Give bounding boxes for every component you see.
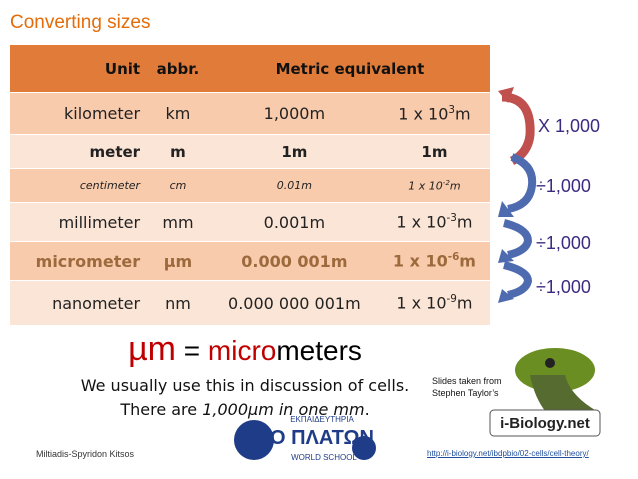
table-row: meter m 1m 1m [10,134,490,169]
arrowhead [498,87,514,103]
header-cell: Unit [10,45,147,93]
header-cell: abbr. [146,45,210,93]
scientific-cell: 1 x 103m [378,92,490,135]
equals: = [183,335,201,366]
table-row: kilometer km 1,000m 1 x 103m [10,92,490,135]
abbr-cell: m [146,134,210,169]
sci-base: 1 x 10 [396,212,447,232]
scientific-cell: 1 x 10-3m [378,202,490,242]
abbr-cell: nm [146,280,210,326]
school-name: Ο ΠΛΑΤΩΝ [270,427,374,449]
arrow-up [501,92,535,166]
unit-cell: micrometer [10,241,147,281]
arrows [498,87,537,303]
table-row: micrometer µm 0.000 001m 1 x 10-6m [10,241,490,281]
lizard-logo: i-Biology.net [489,348,601,437]
sci-unit: m [455,104,471,124]
rest: meters [276,335,362,366]
header-row: Unit abbr. Metric equivalent [10,45,490,93]
sci-unit: m [456,212,473,232]
decimal-cell: 1,000m [209,92,379,135]
url[interactable]: http://i-biology.net/ibdpbio/02-cells/ce… [427,449,589,458]
table-row: nanometer nm 0.000 000 001m 1 x 10-9m [10,280,490,326]
sci-base: 1 x 10 [398,104,449,124]
arrow-label: ÷1,000 [536,176,591,196]
ib-emblem [352,436,376,460]
abbr-cell: µm [146,241,210,281]
table-row: millimeter mm 0.001m 1 x 10-3m [10,202,490,242]
header-cell: Metric equivalent [209,45,490,93]
emphasis: 1,000µm in one mm [202,400,365,419]
sci-base: 1m [421,142,448,161]
author: Miltiadis-Spyridon Kitsos [36,449,135,459]
arrow-down [502,219,533,259]
sci-exponent: -2 [442,178,450,188]
abbr-cell: cm [146,168,210,203]
symbol: µm [128,330,176,368]
credit: Stephen Taylor’s [432,388,499,398]
abbr-cell: mm [146,202,210,242]
text: . [364,400,370,419]
logo-box [489,409,601,437]
arrow-label: X 1,000 [538,116,601,136]
conversion-table: Unit abbr. Metric equivalent kilometer km… [10,45,490,326]
sci-exponent: -6 [447,251,460,264]
definition: µm = micrometers [0,330,490,369]
credit: Slides taken from [432,376,502,386]
sci-unit: m [459,251,476,271]
scientific-cell: 1 x 10-9m [378,280,490,326]
school-top: ΕΚΠΑΙΔΕΥΤΗΡΙΑ [290,415,354,424]
arrow-label: ÷1,000 [536,277,591,297]
note: We usually use this in discussion of cel… [80,376,410,395]
decimal-cell: 0.000 001m [209,241,379,281]
school-bottom: WORLD SCHOOL [291,453,357,462]
arrowhead [498,249,514,263]
sci-base: 1 x 10 [396,293,447,313]
arrowhead [498,201,514,217]
decimal-cell: 0.01m [209,168,379,203]
sci-exponent: -9 [446,293,457,306]
abbr-cell: km [146,92,210,135]
school-logo: ΕΚΠΑΙΔΕΥΤΗΡΙΑ Ο ΠΛΑΤΩΝ WORLD SCHOOL [234,415,376,462]
unit-cell: millimeter [10,202,147,242]
sci-exponent: -3 [446,212,457,225]
lizard-eye [545,358,555,368]
sci-exponent: 3 [448,103,456,116]
note: There are 1,000µm in one mm. [0,400,490,419]
decimal-cell: 1m [209,134,379,169]
unit-cell: nanometer [10,280,147,326]
sci-base: 1 x 10 [408,179,443,193]
arrow-down [502,261,533,299]
arrow-down [507,153,537,213]
decimal-cell: 0.001m [209,202,379,242]
scientific-cell: 1m [378,134,490,169]
arrowhead [498,289,514,303]
sci-unit: m [456,293,473,313]
sci-base: 1 x 10 [392,251,448,271]
logo-text: i-Biology.net [500,415,590,432]
scientific-cell: 1 x 10-2m [378,168,490,203]
unit-cell: meter [10,134,147,169]
prefix: micro [207,335,277,366]
text: There are [120,400,203,419]
scientific-cell: 1 x 10-6m [378,241,490,281]
table-row: centimeter cm 0.01m 1 x 10-2m [10,168,490,203]
sci-unit: m [449,179,461,193]
unit-cell: centimeter [10,168,147,203]
title: Converting sizes [10,12,151,33]
arrow-label: ÷1,000 [536,233,591,253]
unit-cell: kilometer [10,92,147,135]
emblem [234,420,274,460]
decimal-cell: 0.000 000 001m [209,280,379,326]
